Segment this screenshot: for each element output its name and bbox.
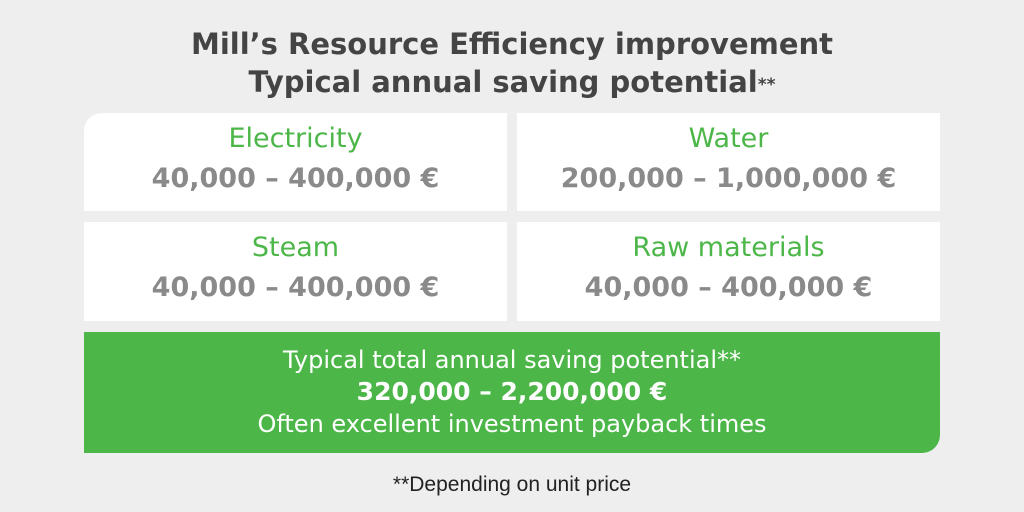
electricity-card: Electricity 40,000 – 400,000 € — [84, 113, 507, 211]
payback-note: Often excellent investment payback times — [257, 410, 767, 438]
steam-value: 40,000 – 400,000 € — [151, 272, 440, 303]
page-subtitle: Typical annual saving potential** — [0, 63, 1024, 101]
title-line-2: Typical annual saving potential — [248, 65, 758, 99]
raw-materials-value: 40,000 – 400,000 € — [584, 272, 873, 303]
water-card: Water 200,000 – 1,000,000 € — [517, 113, 940, 211]
electricity-label: Electricity — [228, 123, 363, 154]
water-label: Water — [688, 123, 769, 154]
total-savings-heading: Typical total annual saving potential** — [283, 346, 741, 374]
raw-materials-card: Raw materials 40,000 – 400,000 € — [517, 222, 940, 321]
total-savings-panel: Typical total annual saving potential** … — [84, 332, 940, 453]
title-footnote-mark: ** — [757, 75, 776, 95]
page-title: Mill’s Resource Efficiency improvement — [0, 25, 1024, 63]
electricity-value: 40,000 – 400,000 € — [151, 163, 440, 194]
steam-card: Steam 40,000 – 400,000 € — [84, 222, 507, 321]
water-value: 200,000 – 1,000,000 € — [560, 163, 897, 194]
raw-materials-label: Raw materials — [632, 232, 825, 263]
footnote: **Depending on unit price — [392, 473, 632, 496]
total-savings-value: 320,000 – 2,200,000 € — [356, 377, 668, 406]
title-line-1: Mill’s Resource Efficiency improvement — [190, 27, 834, 61]
steam-label: Steam — [251, 232, 340, 263]
